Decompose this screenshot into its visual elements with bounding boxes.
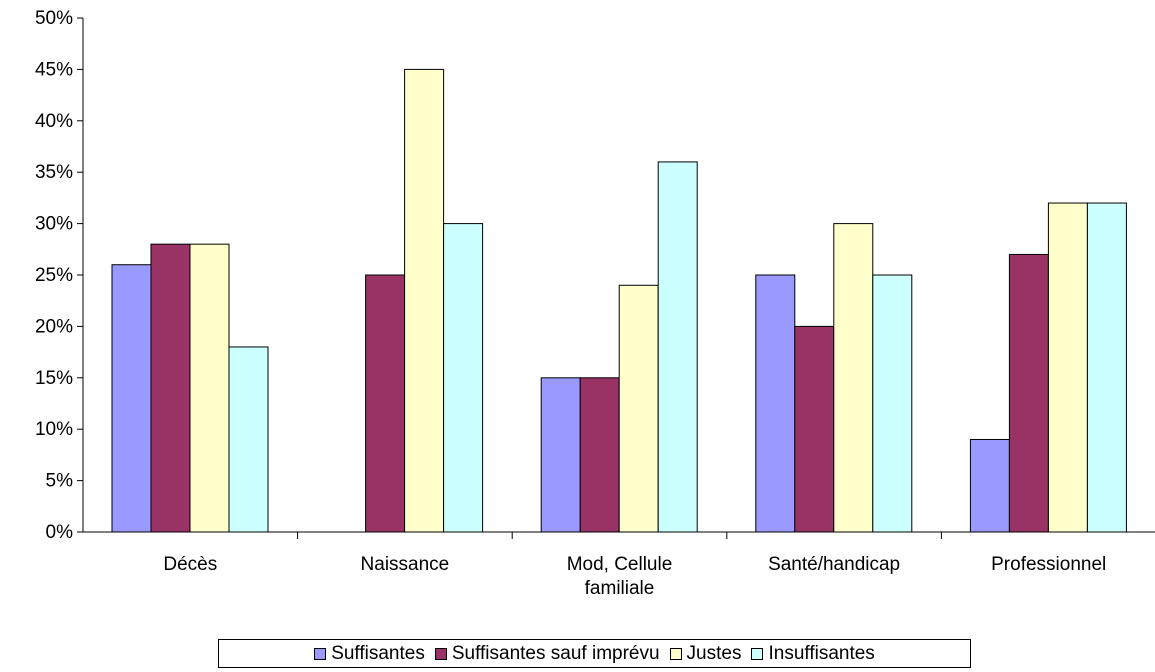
- bar-suffisantes-sauf-impr-vu-4: [1008, 253, 1049, 533]
- bar-suffisantes-3: [755, 274, 796, 533]
- bar-insuffisantes-3: [872, 274, 913, 533]
- bar-justes-0: [189, 243, 230, 533]
- legend-swatch: [669, 647, 682, 660]
- x-tick-label: Santé/handicap: [768, 554, 900, 575]
- legend-label: Justes: [686, 642, 742, 664]
- y-tick-label: 20%: [35, 316, 73, 337]
- x-tick-label: Naissance: [361, 554, 450, 575]
- bar-suffisantes-sauf-impr-vu-1: [365, 274, 406, 533]
- legend-item: Suffisantes: [314, 643, 425, 665]
- x-tick-label: Décès: [163, 554, 217, 575]
- legend-item: Suffisantes sauf imprévu: [434, 642, 660, 665]
- bar-suffisantes-sauf-impr-vu-2: [579, 377, 620, 533]
- bar-suffisantes-sauf-impr-vu-3: [794, 325, 835, 533]
- bar-suffisantes-sauf-impr-vu-0: [150, 243, 191, 533]
- bar-insuffisantes-2: [657, 161, 698, 533]
- bar-insuffisantes-4: [1086, 202, 1127, 533]
- y-tick-label: 45%: [35, 59, 73, 80]
- y-tick-label: 0%: [46, 522, 74, 543]
- legend-swatch: [751, 647, 764, 660]
- bar-insuffisantes-1: [443, 223, 484, 533]
- legend: Suffisantes Suffisantes sauf imprévu Juste…: [218, 639, 971, 668]
- bars: [111, 68, 1127, 539]
- y-tick-label: 10%: [35, 419, 73, 440]
- legend-swatch: [434, 647, 447, 660]
- bar-justes-2: [618, 284, 659, 533]
- x-tick-label: Professionnel: [991, 554, 1106, 575]
- x-axis-labels: Décès Naissance Mod, Cellule familiale Santé…: [163, 554, 1106, 599]
- y-tick-label: 5%: [46, 471, 74, 492]
- bar-justes-4: [1047, 202, 1088, 533]
- legend-label: Insuffisantes: [768, 642, 875, 664]
- y-tick-label: 35%: [35, 162, 73, 183]
- legend-swatch: [314, 647, 327, 660]
- bar-suffisantes-4: [969, 438, 1010, 533]
- y-tick-label: 15%: [35, 368, 73, 389]
- bar-justes-3: [833, 223, 874, 533]
- y-tick-label: 40%: [35, 111, 73, 132]
- legend-item: Justes: [669, 642, 742, 665]
- y-tick-label: 50%: [35, 8, 73, 29]
- y-tick-label: 30%: [35, 214, 73, 235]
- legend-label: Suffisantes: [331, 642, 425, 664]
- x-tick-label: Mod, Cellule familiale: [567, 554, 673, 599]
- bar-suffisantes-2: [540, 377, 581, 533]
- bar-insuffisantes-0: [228, 346, 269, 533]
- bar-suffisantes-0: [111, 264, 152, 533]
- y-tick-label: 25%: [35, 265, 73, 286]
- legend-item: Insuffisantes: [751, 642, 875, 665]
- bar-justes-1: [404, 68, 445, 533]
- y-axis-ticks: 0% 5% 10% 15% 20% 25% 30% 35% 40% 45% 50%: [35, 8, 83, 543]
- legend-label: Suffisantes sauf imprévu: [451, 642, 660, 664]
